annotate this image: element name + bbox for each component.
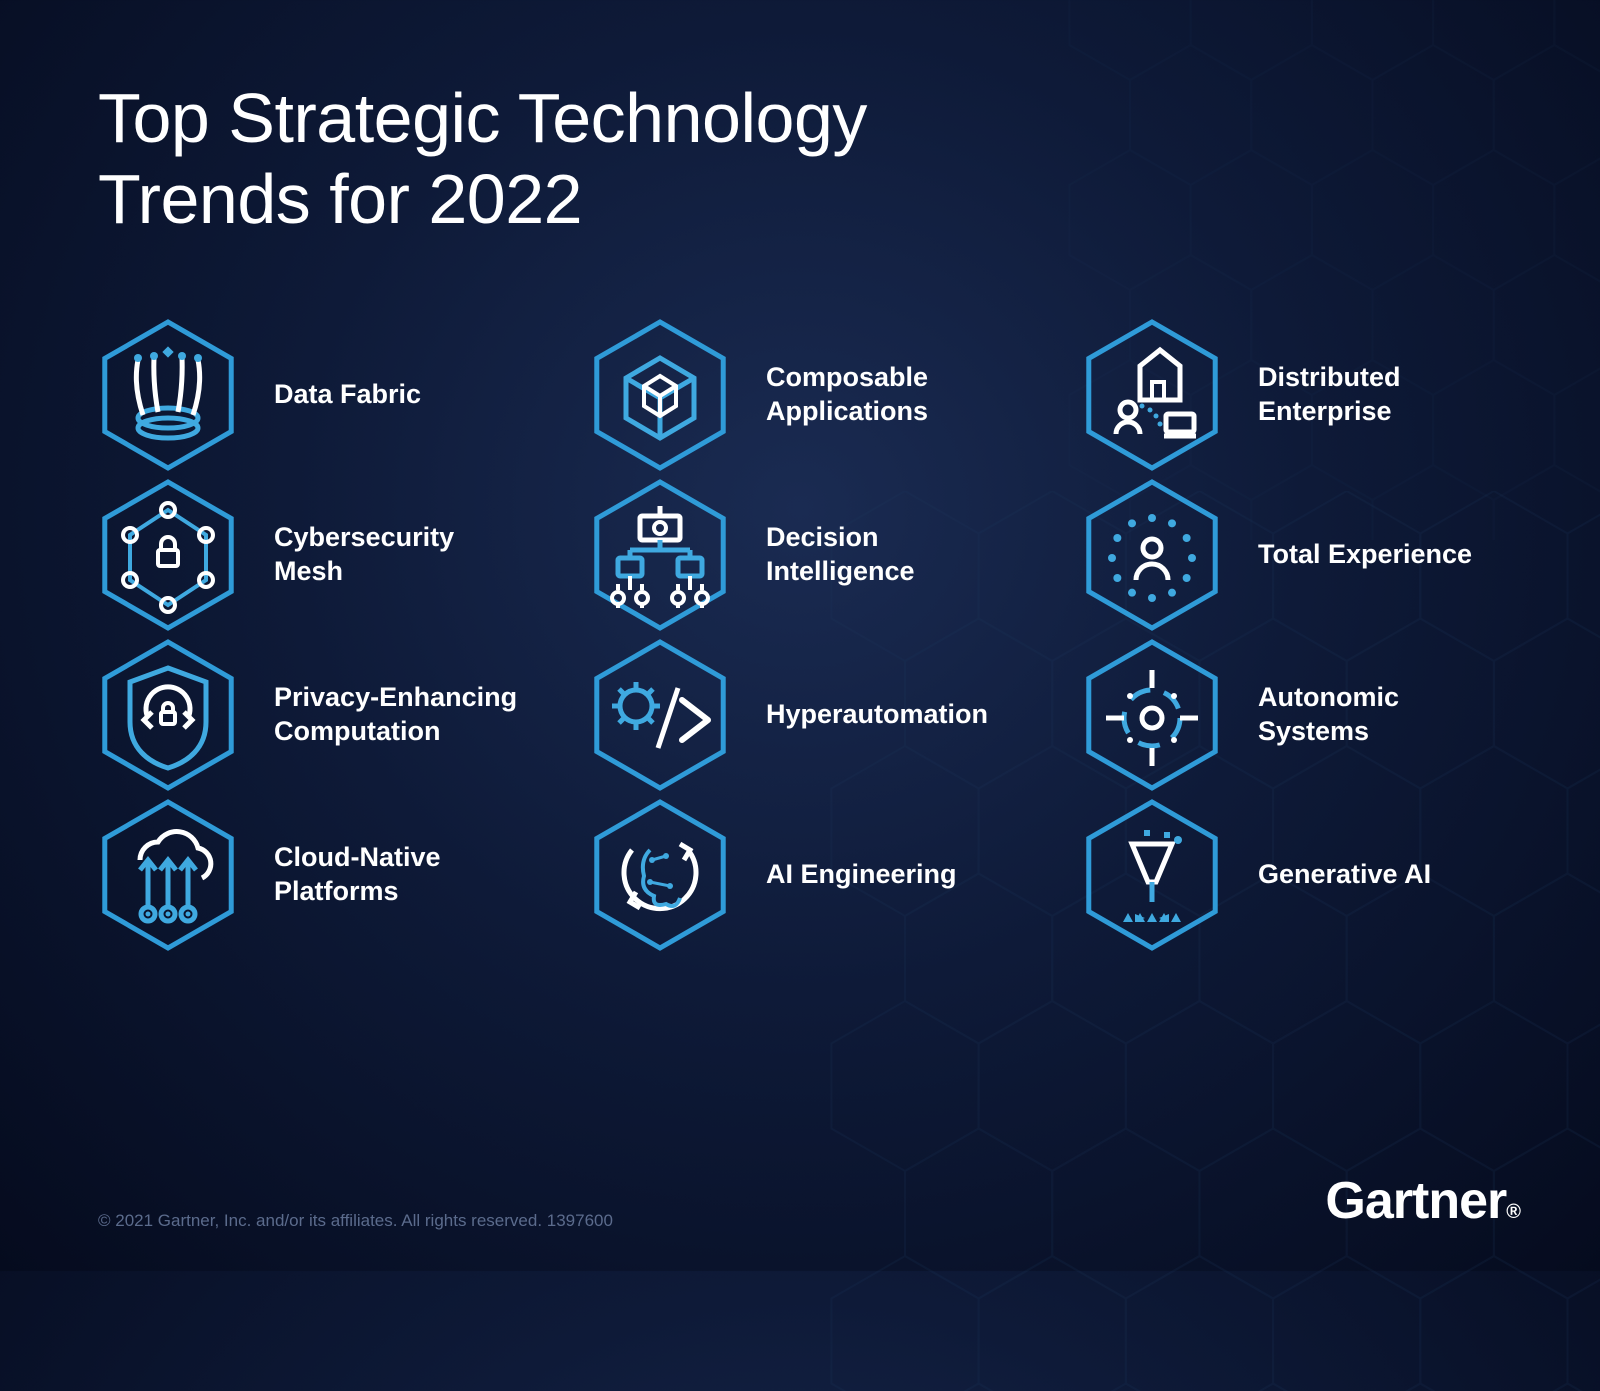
hyperautomation-icon [580, 630, 740, 800]
cybersecurity-mesh-icon [88, 470, 248, 640]
trend-generative-ai: Generative AI [1072, 790, 1512, 960]
trend-label: Data Fabric [274, 378, 421, 412]
column-3: Distributed Enterprise Total Experience … [1072, 320, 1512, 960]
trend-total-experience: Total Experience [1072, 470, 1512, 640]
title-line-2: Trends for 2022 [98, 160, 582, 238]
trend-ai-engineering: AI Engineering [580, 790, 1020, 960]
trend-label: AI Engineering [766, 858, 957, 892]
decision-intelligence-icon [580, 470, 740, 640]
copyright-footer: © 2021 Gartner, Inc. and/or its affiliat… [98, 1211, 613, 1231]
composable-apps-icon [580, 310, 740, 480]
trend-label: Composable Applications [766, 361, 1016, 429]
trend-composable-applications: Composable Applications [580, 310, 1020, 480]
trend-cloud-native-platforms: Cloud-Native Platforms [88, 790, 528, 960]
brand-name: Gartner [1325, 1172, 1506, 1230]
trend-distributed-enterprise: Distributed Enterprise [1072, 310, 1512, 480]
trend-label: Hyperautomation [766, 698, 988, 732]
total-experience-icon [1072, 470, 1232, 640]
page-title: Top Strategic Technology Trends for 2022 [98, 78, 867, 239]
trend-privacy-enhancing-computation: Privacy-Enhancing Computation [88, 630, 528, 800]
trends-grid: Data Fabric Cybersecurity Mesh Privacy-E… [88, 320, 1512, 960]
brand-dot: ® [1506, 1201, 1520, 1223]
privacy-computation-icon [88, 630, 248, 800]
autonomic-systems-icon [1072, 630, 1232, 800]
cloud-native-icon [88, 790, 248, 960]
trend-label: Cybersecurity Mesh [274, 521, 524, 589]
ai-engineering-icon [580, 790, 740, 960]
trend-label: Decision Intelligence [766, 521, 1016, 589]
trend-label: Autonomic Systems [1258, 681, 1508, 749]
column-2: Composable Applications Decision [580, 320, 1020, 960]
brand-logo: Gartner® [1325, 1171, 1520, 1231]
data-fabric-icon [88, 310, 248, 480]
trend-label: Generative AI [1258, 858, 1431, 892]
generative-ai-icon [1072, 790, 1232, 960]
distributed-enterprise-icon [1072, 310, 1232, 480]
title-line-1: Top Strategic Technology [98, 79, 867, 157]
trend-data-fabric: Data Fabric [88, 310, 528, 480]
trend-label: Privacy-Enhancing Computation [274, 681, 524, 749]
trend-cybersecurity-mesh: Cybersecurity Mesh [88, 470, 528, 640]
trend-autonomic-systems: Autonomic Systems [1072, 630, 1512, 800]
trend-decision-intelligence: Decision Intelligence [580, 470, 1020, 640]
trend-label: Distributed Enterprise [1258, 361, 1508, 429]
trend-label: Total Experience [1258, 538, 1472, 572]
trend-hyperautomation: Hyperautomation [580, 630, 1020, 800]
trend-label: Cloud-Native Platforms [274, 841, 524, 909]
column-1: Data Fabric Cybersecurity Mesh Privacy-E… [88, 320, 528, 960]
